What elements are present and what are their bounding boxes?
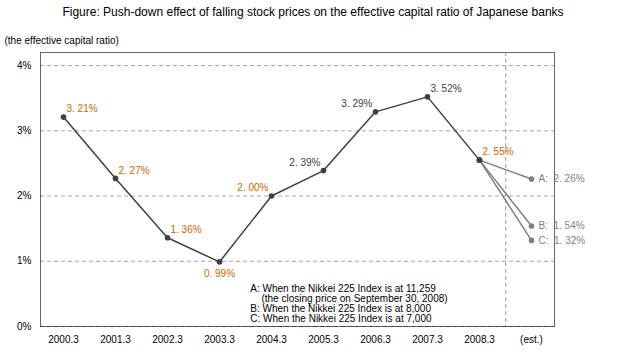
svg-text:2005.3: 2005.3 xyxy=(308,334,339,345)
svg-text:2%: 2% xyxy=(17,190,32,201)
svg-text:1%: 1% xyxy=(17,255,32,266)
svg-text:2. 55%: 2. 55% xyxy=(483,146,514,157)
svg-text:3. 52%: 3. 52% xyxy=(431,83,462,94)
svg-text:0%: 0% xyxy=(17,321,32,332)
svg-text:3. 29%: 3. 29% xyxy=(341,98,372,109)
svg-text:2. 27%: 2. 27% xyxy=(119,165,150,176)
html-text:Figure: Push-down effect of fa: Figure: Push-down effect of falling stoc… xyxy=(62,5,564,19)
svg-text:(est.): (est.) xyxy=(520,334,543,345)
svg-text:A: When the Nikkei 225 Index i: A: When the Nikkei 225 Index is at 11,25… xyxy=(250,283,447,324)
svg-text:3. 21%: 3. 21% xyxy=(67,103,98,114)
svg-text:B: 1. 54%: B: 1. 54% xyxy=(539,220,585,231)
svg-text:2001.3: 2001.3 xyxy=(100,334,131,345)
svg-text:2007.3: 2007.3 xyxy=(412,334,443,345)
svg-text:2003.3: 2003.3 xyxy=(204,334,235,345)
svg-text:C: 1. 32%: C: 1. 32% xyxy=(539,235,586,246)
svg-text:2. 00%: 2. 00% xyxy=(237,182,268,193)
svg-text:2. 39%: 2. 39% xyxy=(289,157,320,168)
svg-text:0. 99%: 0. 99% xyxy=(204,268,235,279)
svg-text:2008.3: 2008.3 xyxy=(464,334,495,345)
svg-text:A: 2. 26%: A: 2. 26% xyxy=(539,173,585,184)
svg-text:2004.3: 2004.3 xyxy=(256,334,287,345)
svg-text:2006.3: 2006.3 xyxy=(360,334,391,345)
svg-text:2002.3: 2002.3 xyxy=(152,334,183,345)
svg-text:3%: 3% xyxy=(17,125,32,136)
svg-text:2000.3: 2000.3 xyxy=(48,334,79,345)
svg-text:1. 36%: 1. 36% xyxy=(171,224,202,235)
svg-text:4%: 4% xyxy=(17,60,32,71)
svg-text:(the effective capital ratio): (the effective capital ratio) xyxy=(5,35,119,46)
